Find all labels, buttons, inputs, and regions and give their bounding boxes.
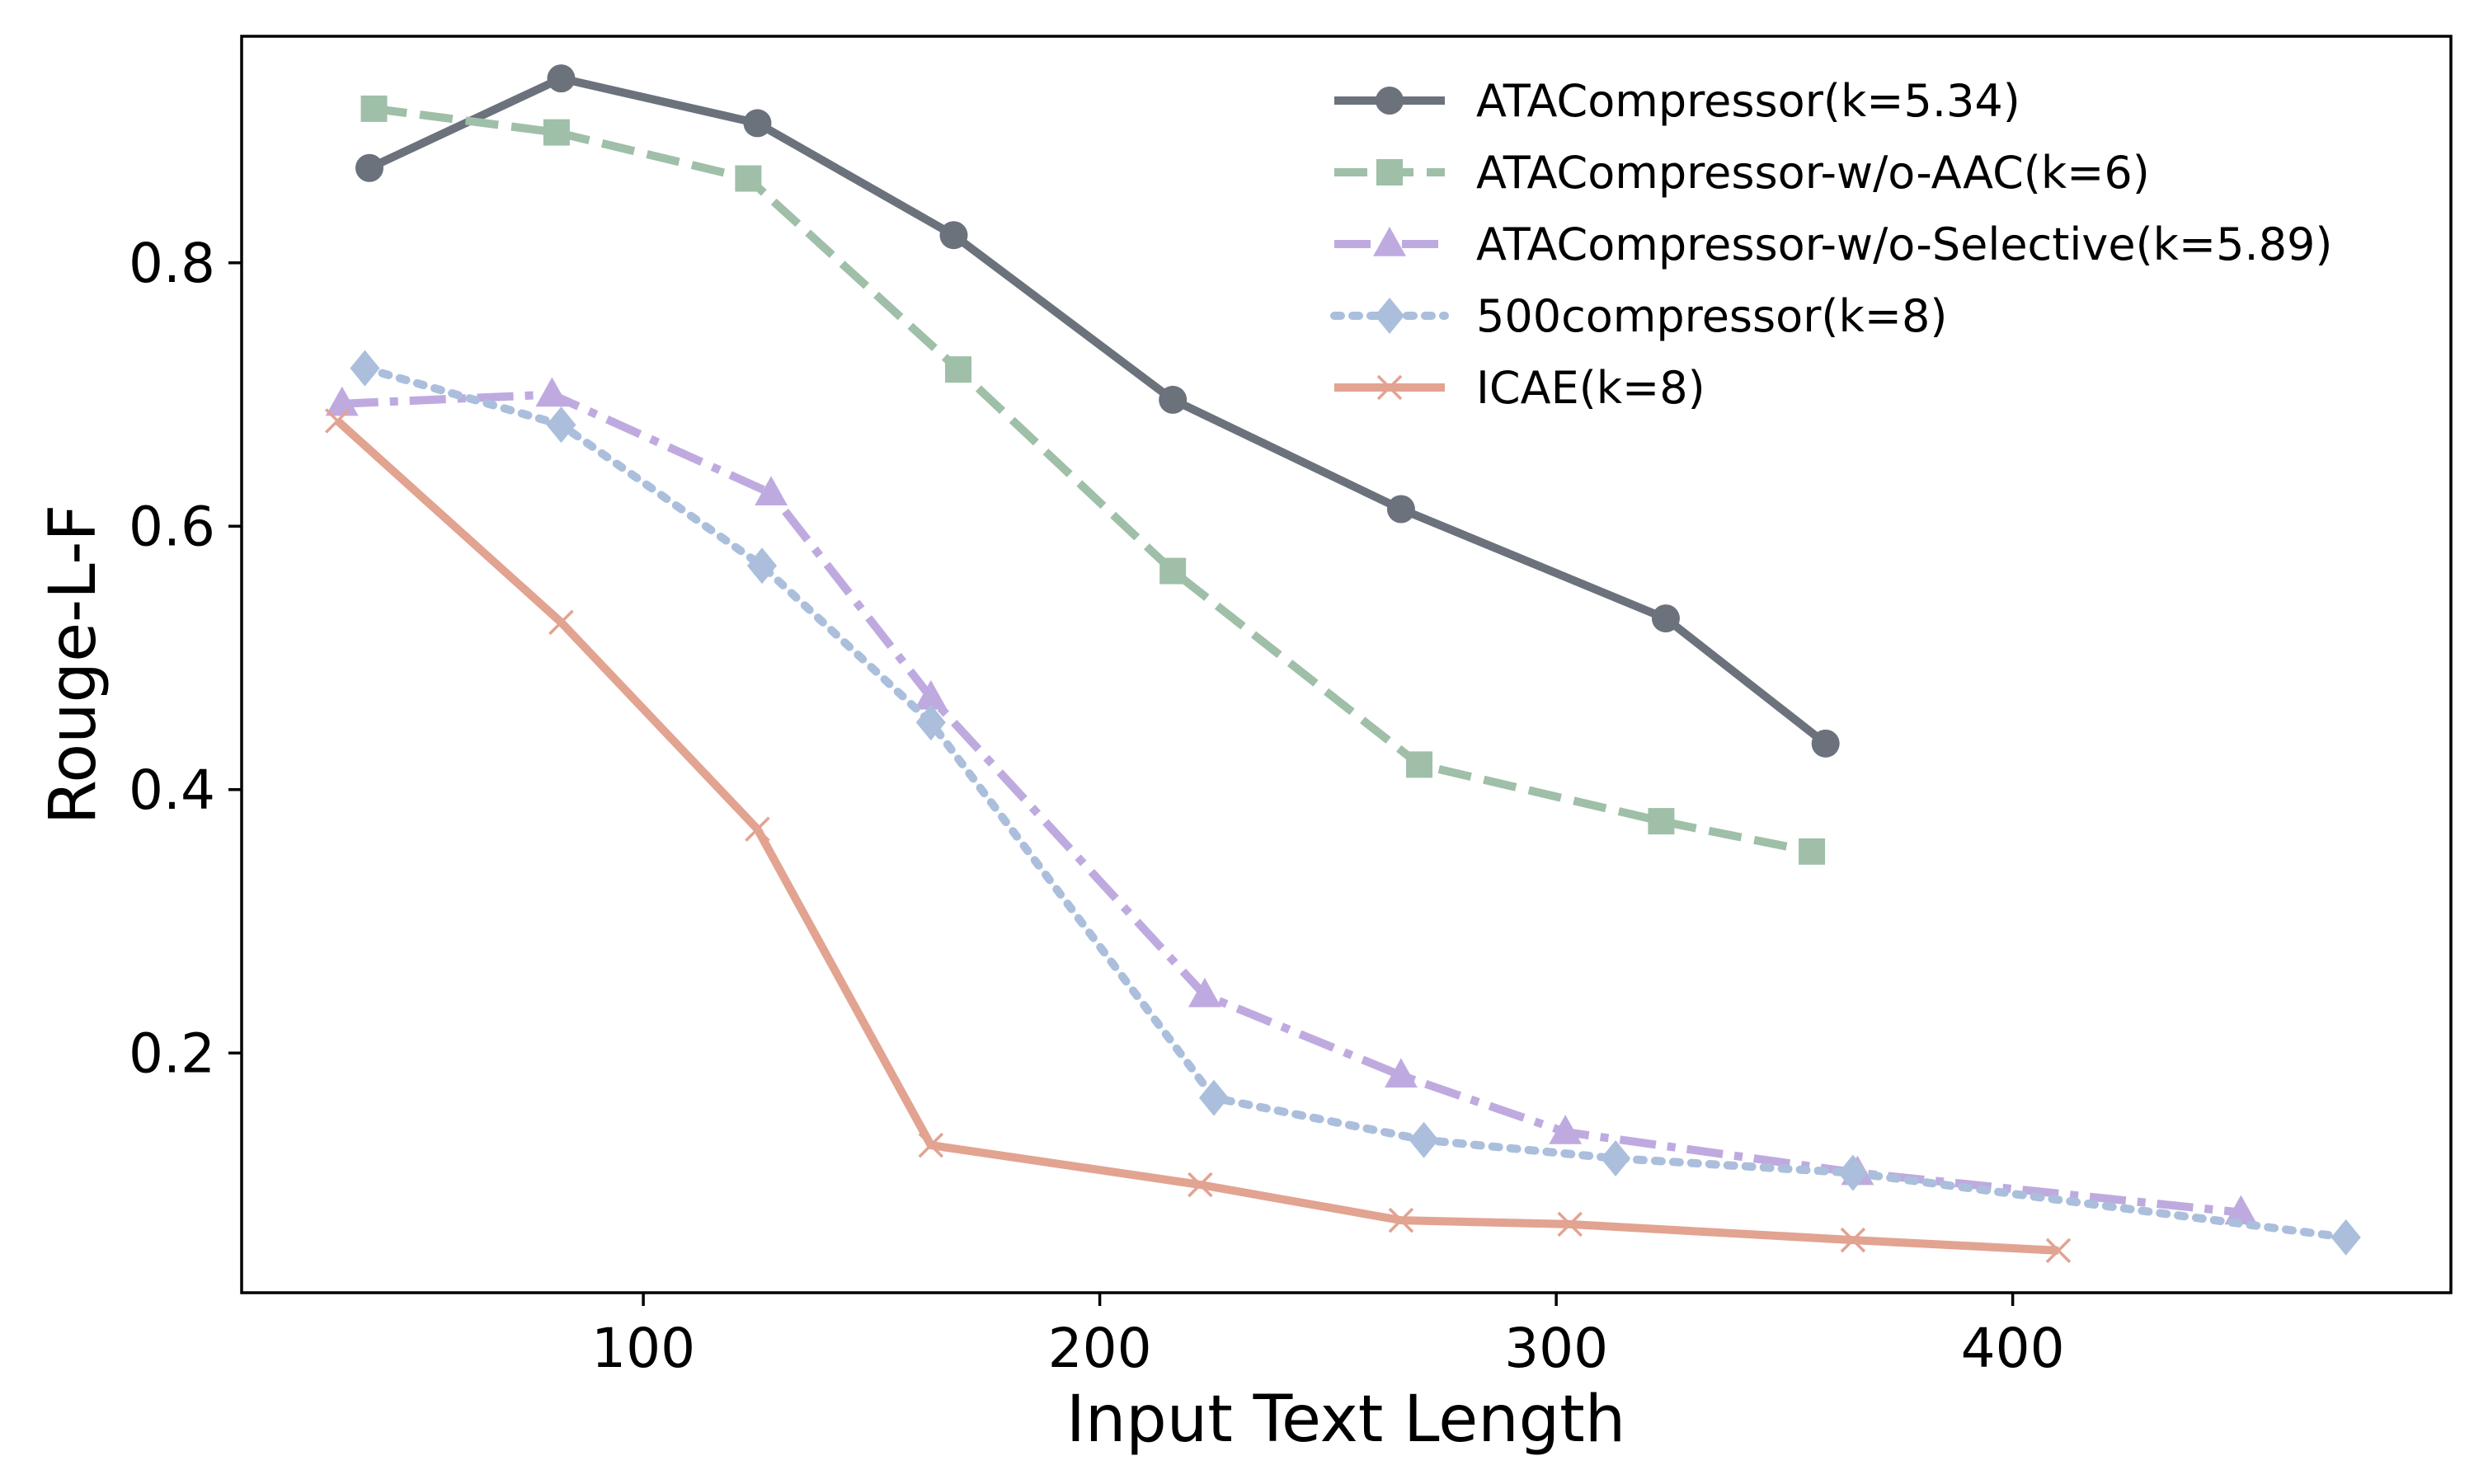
data-point <box>1198 1079 1230 1116</box>
data-point <box>1388 1207 1414 1233</box>
y-tick-label: 0.4 <box>129 758 215 822</box>
y-axis: 0.2 0.4 0.6 0.8 <box>129 232 242 1085</box>
data-point <box>1159 557 1187 585</box>
data-point <box>918 1132 944 1158</box>
x-tick-label: 200 <box>1048 1317 1152 1380</box>
data-point <box>360 95 388 122</box>
series-line <box>373 104 1813 856</box>
data-point <box>355 153 383 182</box>
series-line <box>341 390 2241 1217</box>
data-point <box>939 221 968 250</box>
series-line <box>334 417 2059 1255</box>
plot-area-frame <box>240 35 2453 1294</box>
legend-marker <box>1376 159 1403 186</box>
data-point <box>945 356 972 383</box>
data-point <box>1811 729 1840 758</box>
legend-label: ATACompressor-w/o-AAC(k=6) <box>1476 147 2150 199</box>
data-point <box>543 119 570 146</box>
legend-marker <box>1373 227 1406 256</box>
data-point <box>735 165 762 192</box>
data-point <box>1188 977 1221 1007</box>
legend-marker <box>1374 298 1405 334</box>
data-point <box>546 406 576 444</box>
data-point <box>2045 1237 2072 1264</box>
data-point <box>1409 1121 1439 1158</box>
data-point <box>745 816 770 842</box>
legend-label: ATACompressor-w/o-Selective(k=5.89) <box>1476 218 2332 270</box>
legend-marker <box>1376 87 1404 115</box>
series-5 <box>325 408 2072 1264</box>
legend-label: ATACompressor(k=5.34) <box>1476 75 2020 127</box>
data-point <box>1549 1115 1583 1144</box>
data-point <box>1840 1227 1866 1253</box>
y-tick-label: 0.2 <box>129 1021 215 1085</box>
data-point <box>746 547 778 585</box>
y-tick-label: 0.6 <box>129 495 215 558</box>
data-point <box>1188 1172 1213 1198</box>
data-point <box>1651 604 1680 633</box>
legend-label: ICAE(k=8) <box>1476 362 1705 414</box>
data-point <box>2331 1219 2361 1256</box>
data-point <box>1799 838 1826 865</box>
data-point <box>755 476 788 506</box>
y-axis-title: Rouge-L-F <box>36 505 111 825</box>
data-point <box>548 609 574 636</box>
y-tick-label: 0.8 <box>129 232 215 295</box>
x-axis-title: Input Text Length <box>1066 1383 1625 1457</box>
data-point <box>1159 385 1188 414</box>
x-tick-label: 100 <box>591 1317 695 1380</box>
legend: ATACompressor(k=5.34) ATACompressor-w/o-A… <box>1330 75 2332 414</box>
data-point <box>350 350 380 387</box>
data-point <box>547 64 576 93</box>
data-point <box>2224 1195 2258 1225</box>
series-3 <box>325 377 2258 1225</box>
data-point <box>325 386 359 416</box>
legend-label: 500compressor(k=8) <box>1476 290 1947 342</box>
data-point <box>1384 1058 1418 1088</box>
data-point <box>743 109 772 138</box>
x-tick-label: 300 <box>1504 1317 1608 1380</box>
data-point <box>1557 1211 1583 1237</box>
x-axis: 100 200 300 400 <box>591 1293 2065 1380</box>
data-point <box>535 377 569 407</box>
series-layer <box>325 64 2361 1264</box>
series-line <box>367 74 1828 747</box>
series-1 <box>355 64 1840 758</box>
series-4 <box>350 350 2361 1256</box>
series-2 <box>360 95 1826 865</box>
data-point <box>1601 1140 1631 1177</box>
legend-item: ATACompressor-w/o-Selective(k=5.89) <box>1334 218 2332 270</box>
data-point <box>325 408 350 434</box>
series-line <box>360 364 2350 1242</box>
legend-item: ICAE(k=8) <box>1334 362 1705 414</box>
data-point <box>914 679 948 710</box>
legend-item: 500compressor(k=8) <box>1330 290 1947 342</box>
legend-item: ATACompressor(k=5.34) <box>1334 75 2020 127</box>
legend-marker <box>1376 374 1403 401</box>
data-point <box>1648 808 1675 835</box>
data-point <box>915 704 946 741</box>
data-point <box>1386 495 1415 524</box>
x-tick-label: 400 <box>1961 1317 2065 1380</box>
data-point <box>1406 751 1433 778</box>
legend-item: ATACompressor-w/o-AAC(k=6) <box>1334 147 2150 199</box>
data-point <box>1837 1154 1868 1191</box>
